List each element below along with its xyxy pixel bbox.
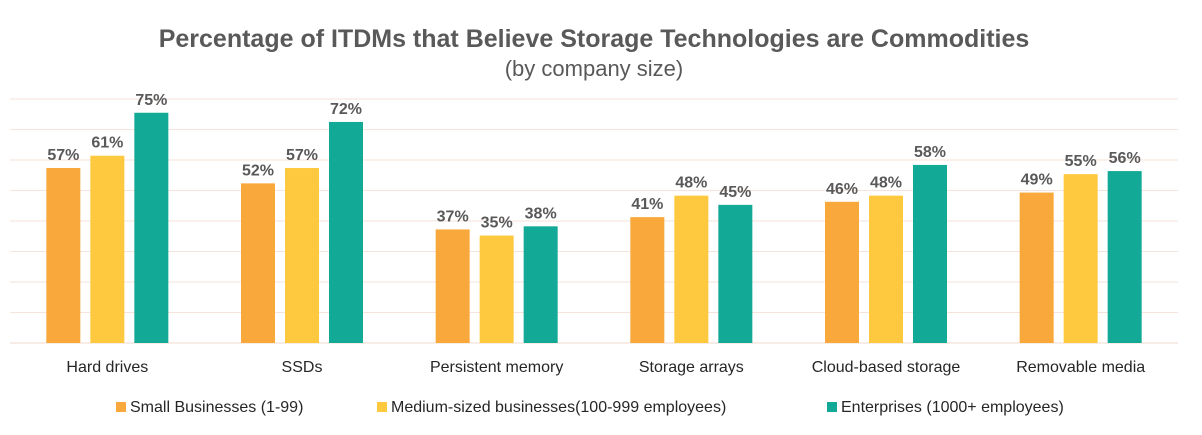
bar [825, 201, 859, 343]
legend-swatch [377, 402, 387, 412]
data-label: 48% [675, 175, 707, 192]
data-label: 45% [719, 184, 751, 201]
data-label: 57% [286, 147, 318, 164]
data-label: 52% [242, 162, 274, 179]
data-label: 41% [631, 196, 663, 213]
legend-item: Enterprises (1000+ employees) [827, 399, 1064, 416]
data-label: 49% [1021, 172, 1053, 189]
data-label: 75% [135, 92, 167, 109]
category-label: Storage arrays [639, 359, 744, 376]
bar [285, 168, 319, 343]
data-label: 72% [330, 101, 362, 118]
bars [46, 112, 1142, 344]
bar [1107, 171, 1142, 343]
data-label: 38% [525, 205, 557, 222]
bar [134, 112, 169, 343]
bar [869, 195, 903, 343]
bar [90, 155, 125, 343]
category-label: Removable media [1016, 359, 1145, 376]
bar [1019, 192, 1054, 343]
legend-swatch [116, 402, 126, 412]
bar [718, 204, 753, 343]
data-labels: 57% 61% 75% 52% 57% 72% 37% 35% 38% 41% 48% 45% 46% 4… [47, 92, 1140, 232]
chart-title: Percentage of ITDMs that Believe Storage… [159, 25, 1030, 53]
bar [435, 229, 470, 343]
legend: Small Businesses (1-99) Medium-sized busi… [116, 399, 1064, 416]
data-label: 61% [91, 135, 123, 152]
data-label: 46% [826, 181, 858, 198]
legend-swatch [827, 402, 837, 412]
category-label: Persistent memory [430, 359, 563, 376]
legend-label: Medium-sized businesses(100-999 employee… [391, 399, 726, 416]
bar [329, 121, 363, 344]
gridlines [10, 98, 1178, 344]
data-label: 48% [870, 175, 902, 192]
legend-item: Small Businesses (1-99) [116, 399, 303, 416]
legend-item: Medium-sized businesses(100-999 employee… [377, 399, 726, 416]
bar [46, 168, 81, 343]
data-label: 57% [47, 147, 79, 164]
category-labels: Hard drives SSDs Persistent memory Storage … [66, 359, 1145, 376]
category-label: SSDs [282, 359, 323, 376]
data-label: 35% [481, 215, 513, 232]
bar [913, 164, 947, 343]
data-label: 58% [914, 144, 946, 161]
data-label: 55% [1065, 153, 1097, 170]
bar [479, 235, 514, 343]
bar [523, 226, 558, 343]
legend-label: Enterprises (1000+ employees) [841, 399, 1064, 416]
category-label: Cloud-based storage [812, 359, 961, 376]
category-label: Hard drives [66, 359, 148, 376]
bar [674, 195, 709, 343]
bar [1063, 174, 1098, 343]
legend-label: Small Businesses (1-99) [130, 399, 303, 416]
data-label: 37% [437, 208, 469, 225]
bar [241, 183, 275, 343]
data-label: 56% [1109, 150, 1141, 167]
bar [630, 217, 665, 343]
chart-subtitle: (by company size) [505, 56, 684, 81]
